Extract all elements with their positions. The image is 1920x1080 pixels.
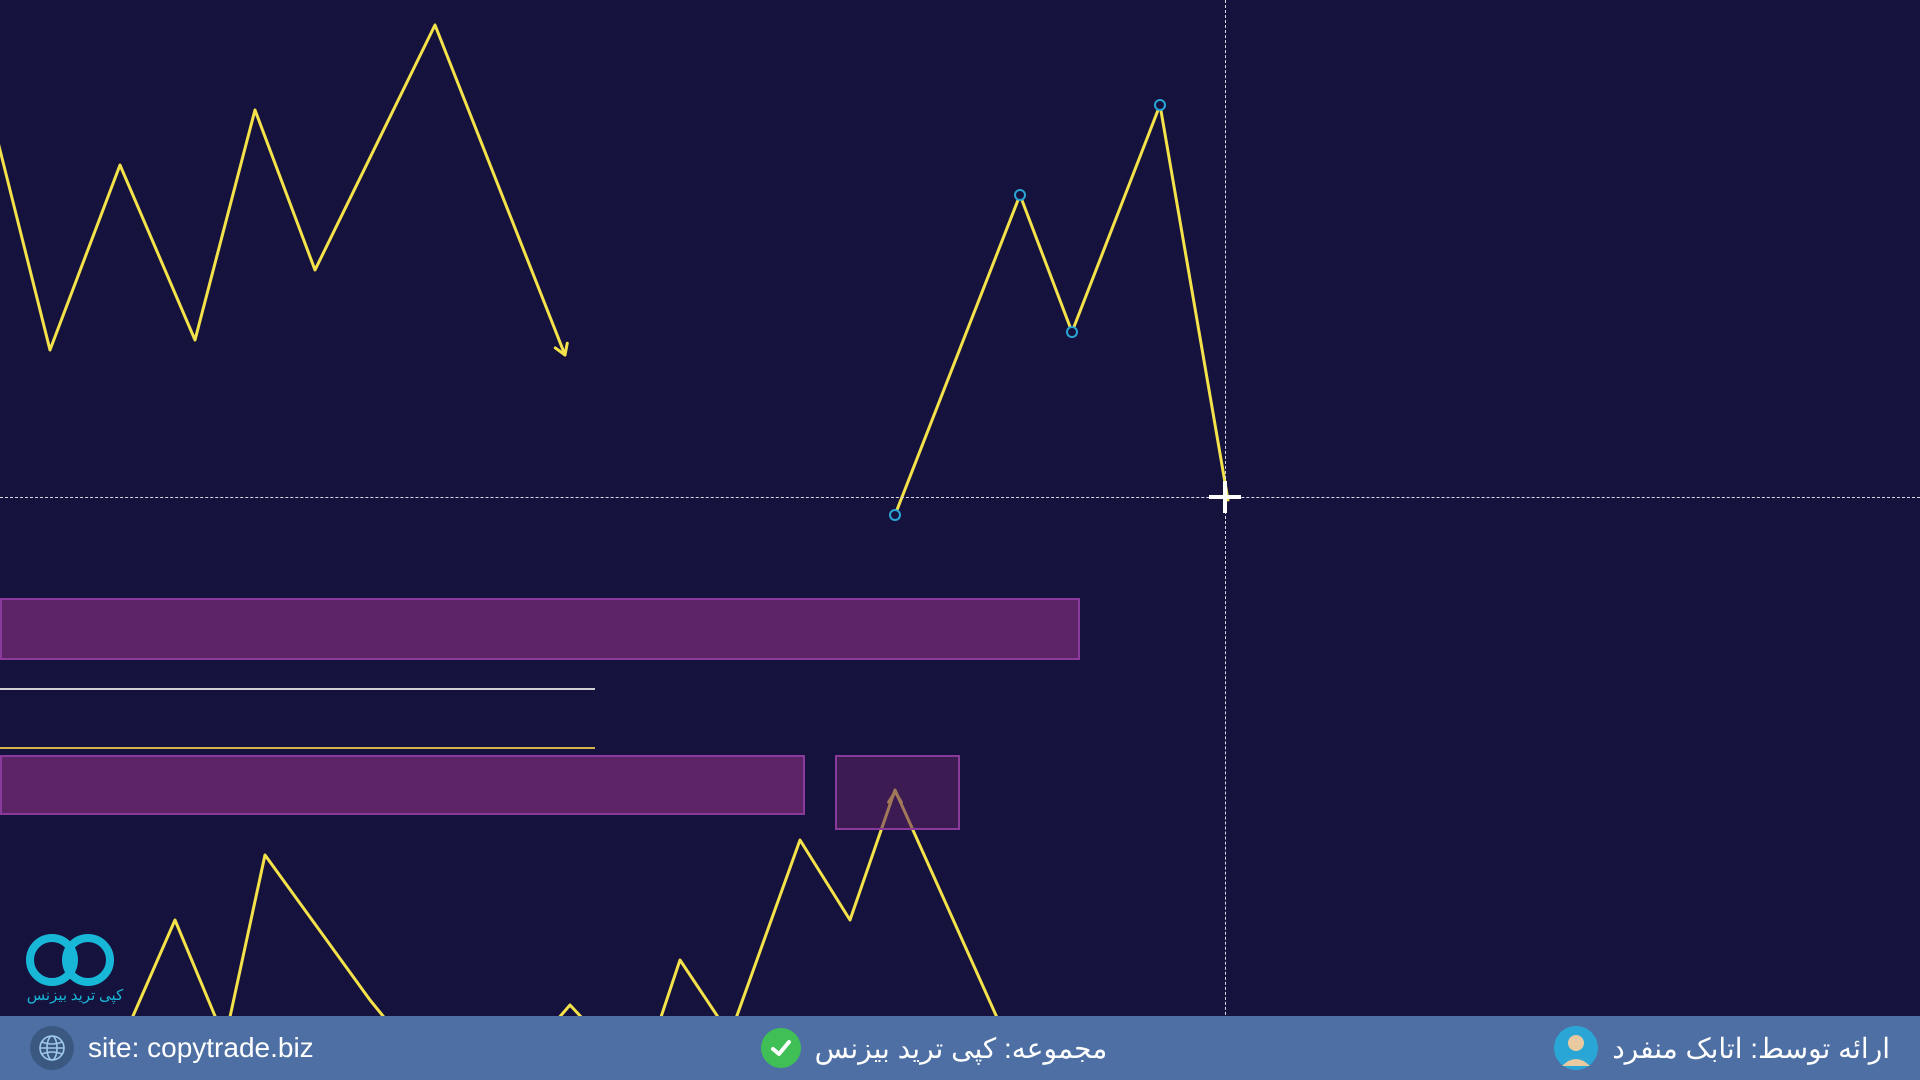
footer-right: ارائه توسط: اتابک منفرد bbox=[1554, 1026, 1890, 1070]
presenter-label: ارائه توسط: اتابک منفرد bbox=[1612, 1032, 1890, 1065]
pattern-node[interactable] bbox=[1015, 190, 1025, 200]
pattern-node[interactable] bbox=[1067, 327, 1077, 337]
check-icon bbox=[761, 1028, 801, 1068]
globe-icon bbox=[30, 1026, 74, 1070]
crosshair-h bbox=[0, 497, 1920, 498]
horizontal-level[interactable] bbox=[0, 688, 595, 690]
site-label: site: copytrade.biz bbox=[88, 1032, 314, 1064]
footer-center: مجموعه: کپی ترید بیزنس bbox=[761, 1028, 1108, 1068]
collection-label: مجموعه: کپی ترید بیزنس bbox=[815, 1032, 1108, 1065]
demand-zone[interactable] bbox=[835, 755, 960, 830]
horizontal-level[interactable] bbox=[0, 747, 595, 749]
brand-logo: کپی ترید بیزنس bbox=[10, 928, 140, 1008]
price-pattern-mid bbox=[895, 105, 1228, 515]
pattern-node[interactable] bbox=[1155, 100, 1165, 110]
demand-zone[interactable] bbox=[0, 598, 1080, 660]
presenter-avatar bbox=[1554, 1026, 1598, 1070]
footer-left: site: copytrade.biz bbox=[30, 1026, 314, 1070]
price-pattern-top bbox=[0, 25, 565, 355]
demand-zone[interactable] bbox=[0, 755, 805, 815]
crosshair-center bbox=[1223, 481, 1227, 513]
svg-text:کپی ترید بیزنس: کپی ترید بیزنس bbox=[27, 988, 124, 1004]
footer-bar: site: copytrade.biz مجموعه: کپی ترید بیز… bbox=[0, 1016, 1920, 1080]
pattern-node[interactable] bbox=[890, 510, 900, 520]
chart-canvas[interactable] bbox=[0, 0, 1920, 1080]
crosshair-v bbox=[1225, 0, 1226, 1080]
